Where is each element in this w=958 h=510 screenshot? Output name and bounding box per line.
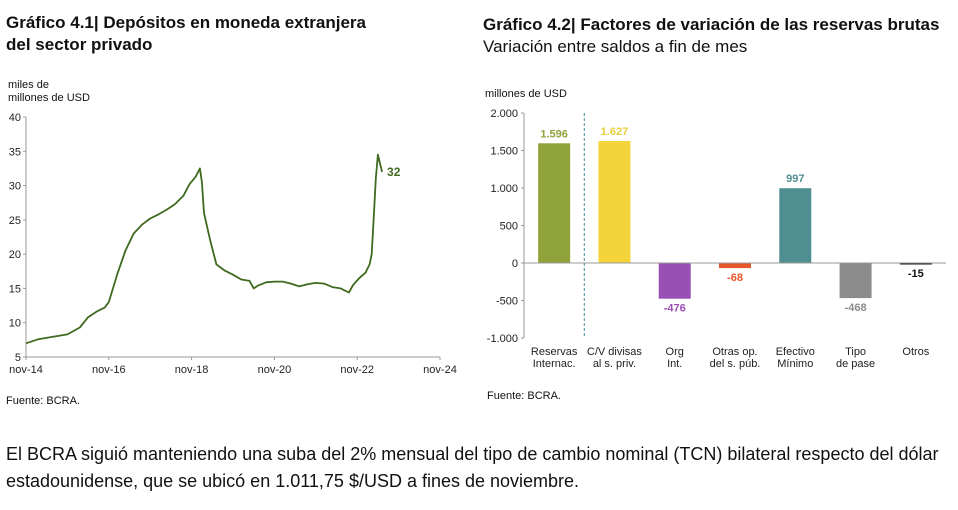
chart2-y-tick-label: -500 [496, 296, 518, 308]
chart2-category-label: Int. [667, 358, 682, 370]
chart1-end-label: 32 [387, 165, 401, 179]
chart2-category-label: al s. priv. [593, 358, 636, 370]
chart2-category-label: Otros [902, 346, 929, 358]
chart2-data-label: -15 [908, 268, 924, 280]
chart2-bar [779, 188, 812, 263]
chart1-y-tick-label: 30 [9, 181, 21, 193]
chart2-y-tick-label: 500 [500, 221, 518, 233]
chart2-data-label: -468 [845, 302, 867, 314]
chart1-series-line [25, 153, 383, 345]
chart2-title: Gráfico 4.2| Factores de variación de la… [483, 15, 940, 34]
chart2-bar [899, 263, 932, 265]
chart2-category-label: Otras op. [712, 346, 757, 358]
chart2-category-label: Efectivo [776, 346, 815, 358]
chart2-bar [839, 263, 872, 299]
chart2-data-label: 1.596 [540, 128, 568, 140]
chart1-ylabel-line2: millones de USD [8, 92, 90, 104]
chart2-bar [538, 143, 571, 263]
chart1-line-chart: 5 10 15 20 25 30 35 40 nov-14 nov-16 nov-18 nov-20 n… [9, 112, 457, 376]
chart2-category-label: de pase [836, 358, 875, 370]
chart2-y-tick-label: 2.000 [490, 108, 518, 120]
chart2-category-label: del s. púb. [710, 358, 761, 370]
chart2-y-tick-label: 0 [512, 258, 518, 270]
chart1-y-axis-title: miles de millones de USD [8, 79, 90, 105]
chart1-ylabel-line1: miles de [8, 79, 49, 91]
chart2-category-label: Tipo [845, 346, 866, 358]
chart2-bar-chart: 2.000 1.500 1.000 500 0 -500 -1.000 1.596 Reserv… [487, 108, 946, 370]
chart1-y-tick-label: 20 [9, 249, 21, 261]
body-paragraph: El BCRA siguió manteniendo una suba del … [6, 444, 939, 491]
chart2-category-label: C/V divisas [587, 346, 643, 358]
chart1-x-tick-label: nov-14 [9, 364, 43, 376]
chart2-y-axis-title: millones de USD [485, 88, 567, 100]
chart1-y-tick-label: 10 [9, 318, 21, 330]
chart1-x-tick-label: nov-22 [340, 364, 374, 376]
chart1-y-tick-label: 35 [9, 146, 21, 158]
chart2-y-tick-label: -1.000 [487, 333, 518, 345]
chart2-category-label: Internac. [533, 358, 576, 370]
chart2-category-label: Org [666, 346, 684, 358]
chart2-data-label: 1.627 [601, 126, 629, 138]
chart2-y-tick-label: 1.000 [490, 183, 518, 195]
chart2-source: Fuente: BCRA. [487, 390, 561, 402]
chart1-title-line2: del sector privado [6, 35, 153, 54]
chart1-y-tick-label: 5 [15, 352, 21, 364]
chart1-y-tick-label: 15 [9, 283, 21, 295]
chart1-x-tick-label: nov-16 [92, 364, 126, 376]
chart2-bar [598, 140, 631, 263]
chart2-data-label: 997 [786, 173, 804, 185]
chart2-category-label: Mínimo [777, 358, 813, 370]
chart1-x-tick-label: nov-20 [258, 364, 292, 376]
chart2-data-label: -476 [664, 303, 686, 315]
chart2-subtitle: Variación entre saldos a fin de mes [483, 37, 748, 56]
chart1-y-tick-label: 25 [9, 215, 21, 227]
chart2-data-label: -68 [727, 272, 743, 284]
chart1-x-tick-label: nov-24 [423, 364, 457, 376]
chart1-y-tick-label: 40 [9, 112, 21, 124]
chart1-title-line1: Gráfico 4.1| Depósitos en moneda extranj… [6, 13, 366, 32]
chart2-bar [719, 263, 751, 269]
chart2-bar [658, 263, 691, 299]
chart2-y-tick-label: 1.500 [490, 146, 518, 158]
chart2-category-label: Reservas [531, 346, 578, 358]
chart1-source: Fuente: BCRA. [6, 395, 80, 407]
chart1-title: Gráfico 4.1| Depósitos en moneda extranj… [6, 12, 366, 56]
chart1-x-tick-label: nov-18 [175, 364, 209, 376]
